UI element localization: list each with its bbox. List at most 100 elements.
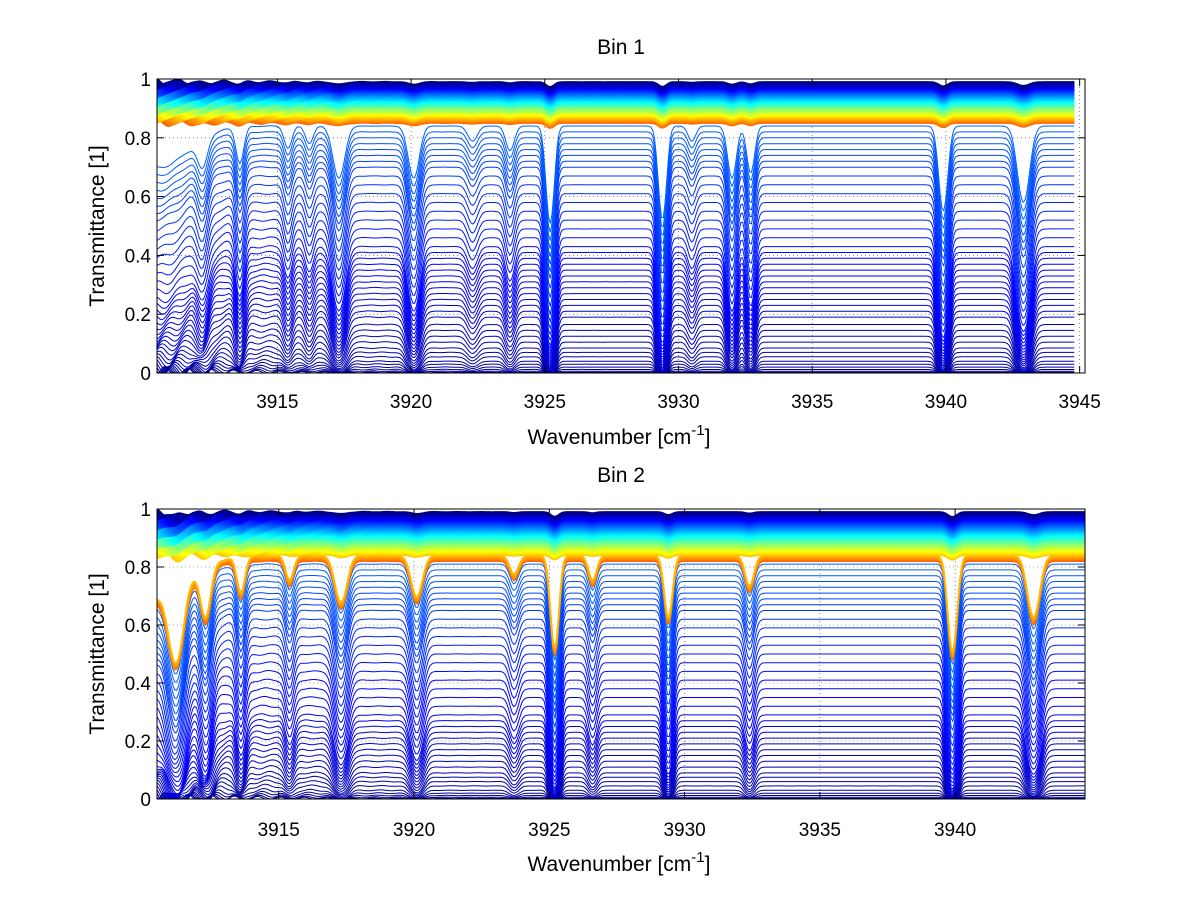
series-line (157, 574, 1085, 691)
x-tick-label: 3940 (925, 392, 967, 413)
subplot-bin-1: 3915 3920 3925 3930 3935 3940 3945 0 0.2 0.4 0.6 0.… (86, 36, 1101, 449)
x-tick-label: 3920 (390, 392, 432, 413)
series-line (157, 166, 1075, 279)
series-line (157, 322, 1075, 372)
series-line (157, 309, 1075, 370)
chart-title: Bin 2 (597, 464, 645, 487)
series-group (157, 508, 1085, 799)
series-line (157, 626, 1085, 749)
y-tick-label: 0.4 (125, 674, 152, 695)
series-line (157, 154, 1075, 265)
series-line (157, 609, 1085, 734)
series-line (157, 201, 1075, 316)
x-tick-label: 3930 (663, 820, 705, 841)
series-line (157, 730, 1085, 799)
series-line (157, 724, 1085, 799)
series-line (157, 183, 1075, 298)
series-line (157, 713, 1085, 795)
series-line (157, 256, 1075, 353)
series-line (157, 586, 1085, 707)
y-tick-label: 0.6 (125, 188, 151, 209)
series-line (157, 78, 1075, 88)
series-line (157, 508, 1085, 518)
series-line (157, 569, 1085, 683)
series-line (157, 137, 1075, 241)
series-line (157, 644, 1085, 761)
series-line (157, 340, 1075, 373)
y-tick-label: 0.8 (125, 558, 151, 579)
x-tick-label: 3915 (258, 820, 300, 841)
series-line (157, 274, 1075, 360)
series-line (157, 765, 1085, 799)
series-line (157, 251, 1075, 350)
series-line (157, 736, 1085, 799)
series-line (157, 635, 1085, 755)
series-line (157, 286, 1075, 364)
x-axis-label: Wavenumber [cm-1] (528, 422, 711, 449)
series-line (157, 652, 1085, 765)
x-tick-label: 3925 (528, 820, 570, 841)
series-line (157, 580, 1085, 699)
y-tick-label: 0.2 (125, 732, 151, 753)
series-line (157, 148, 1075, 257)
series-line (157, 718, 1085, 797)
series-line (157, 280, 1075, 362)
series-line (157, 131, 1075, 233)
series-line (157, 678, 1085, 778)
chart-title: Bin 1 (597, 36, 645, 59)
series-line (157, 563, 1085, 675)
series-line (157, 790, 1085, 799)
x-tick-label: 3925 (524, 392, 566, 413)
series-line (157, 792, 1085, 799)
series-line (157, 783, 1085, 799)
series-line (157, 603, 1085, 728)
series-line (157, 779, 1085, 799)
y-tick-label: 0.2 (125, 305, 151, 326)
series-line (157, 661, 1085, 770)
y-axis-label: Transmittance [1] (86, 145, 109, 306)
series-line (157, 687, 1085, 783)
series-line (157, 236, 1075, 342)
series-line (157, 350, 1075, 373)
plot-frame (156, 508, 1086, 800)
subplot-bin-2: 3915 3920 3925 3930 3935 3940 0 0.2 0.4 0.6 0.8 1 Bi… (86, 464, 1086, 876)
series-line (157, 695, 1085, 787)
y-tick-label: 1 (140, 70, 151, 91)
series-line (157, 592, 1085, 714)
x-tick-label: 3940 (934, 820, 976, 841)
series-line (157, 747, 1085, 799)
y-tick-label: 0.4 (125, 246, 152, 267)
series-line (157, 345, 1075, 373)
x-tick-label: 3930 (657, 392, 699, 413)
series-line (157, 704, 1085, 791)
series-line (157, 670, 1085, 773)
series-line (157, 770, 1085, 799)
series-line (157, 218, 1075, 330)
x-tick-label: 3920 (393, 820, 435, 841)
series-line (157, 160, 1075, 272)
y-tick-label: 0 (140, 364, 151, 385)
series-line (157, 597, 1085, 721)
series-line (157, 268, 1075, 358)
series-line (157, 366, 1075, 373)
x-axis-label: Wavenumber [cm-1] (528, 849, 711, 876)
series-line (157, 358, 1075, 373)
series-line (157, 142, 1075, 250)
series-line (157, 245, 1075, 347)
series-line (157, 125, 1075, 224)
series-line (157, 787, 1085, 799)
series-line (157, 315, 1075, 370)
y-axis-label: Transmittance [1] (86, 573, 109, 734)
x-tick-label: 3945 (1059, 392, 1101, 413)
series-line (157, 262, 1075, 356)
series-group (157, 78, 1075, 373)
series-line (157, 303, 1075, 368)
series-line (157, 361, 1075, 373)
y-tick-label: 0 (140, 790, 151, 811)
x-tick-label: 3915 (256, 392, 298, 413)
series-line (157, 366, 1075, 373)
series-line (157, 210, 1075, 324)
series-line (157, 792, 1085, 799)
series-line (157, 328, 1075, 372)
